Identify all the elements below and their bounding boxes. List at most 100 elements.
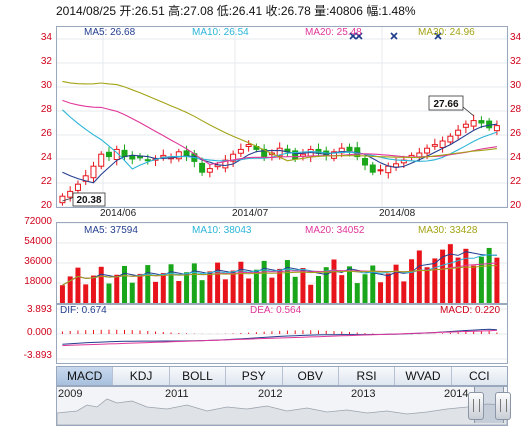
event-marker-icon bbox=[434, 32, 442, 40]
volume-bar-up bbox=[416, 250, 422, 303]
event-marker-icon bbox=[349, 32, 357, 40]
dea-legend: DEA: 0.564 bbox=[250, 305, 302, 316]
volume-bar-up bbox=[90, 275, 96, 303]
price-chart-panel[interactable]: 20.38 27.66 bbox=[56, 26, 508, 208]
candle-down bbox=[129, 155, 136, 160]
candle-down bbox=[121, 149, 128, 158]
volume-bar-up bbox=[75, 267, 81, 303]
candle-down bbox=[144, 159, 151, 162]
price-tick-label: 34 bbox=[510, 32, 522, 43]
candle-up bbox=[245, 144, 252, 148]
price-tick-label: 20 bbox=[510, 200, 522, 211]
volume-bar-up bbox=[114, 274, 120, 303]
tab-boll[interactable]: BOLL bbox=[170, 367, 227, 385]
high-price-pointer bbox=[462, 106, 474, 117]
tab-cci[interactable]: CCI bbox=[468, 369, 490, 383]
volume-bar-up bbox=[455, 257, 461, 303]
tab-wvad[interactable]: WVAD bbox=[395, 367, 452, 385]
volume-tick-label: 36000 bbox=[24, 256, 52, 267]
low-price-annotation: 20.38 bbox=[62, 192, 106, 207]
candle-up bbox=[377, 169, 384, 172]
price-tick-label: 24 bbox=[40, 152, 52, 163]
candle-down bbox=[478, 120, 485, 124]
macd-tick-label: 0.000 bbox=[26, 327, 52, 338]
macd-tick-label: 3.893 bbox=[26, 304, 52, 315]
price-tick-label: 20 bbox=[40, 200, 52, 211]
event-marker-icon bbox=[390, 32, 398, 40]
candle-up bbox=[447, 135, 454, 143]
price-tick-label: 22 bbox=[510, 176, 522, 187]
year-label-2012: 2012 bbox=[258, 388, 283, 400]
date-label-jun: 2014/06 bbox=[100, 208, 137, 219]
candle-up bbox=[67, 190, 74, 198]
volume-bar-up bbox=[471, 265, 477, 303]
price-tick-label: 26 bbox=[510, 128, 522, 139]
volume-bar-down bbox=[168, 264, 174, 303]
volume-bar-up bbox=[385, 273, 391, 303]
volume-bar-up bbox=[300, 268, 306, 303]
volume-bar-down bbox=[184, 272, 190, 303]
volume-bar-up bbox=[277, 268, 283, 303]
ma30-line bbox=[62, 80, 497, 162]
candle-up bbox=[276, 147, 283, 157]
volume-bar-down bbox=[478, 256, 484, 303]
volume-bar-down bbox=[370, 265, 376, 303]
price-tick-label: 24 bbox=[510, 152, 522, 163]
volume-bar-down bbox=[323, 267, 329, 303]
volume-bar-down bbox=[191, 263, 197, 303]
volume-bar-down bbox=[129, 282, 135, 303]
tab-obv[interactable]: OBV bbox=[283, 367, 339, 385]
price-tick-label: 22 bbox=[40, 176, 52, 187]
volume-bar-up bbox=[153, 281, 159, 303]
volume-bar-up bbox=[331, 259, 337, 303]
range-handle-left[interactable] bbox=[468, 392, 484, 420]
candle-down bbox=[362, 158, 369, 166]
volume-bar-up bbox=[494, 257, 500, 303]
price-tick-label: 28 bbox=[510, 104, 522, 115]
volume-tick-label: 18000 bbox=[24, 276, 52, 287]
volume-ma5-line bbox=[62, 251, 497, 286]
volume-bar-down bbox=[253, 269, 259, 303]
volume-bar-up bbox=[409, 259, 415, 303]
tab-psy[interactable]: PSY bbox=[226, 367, 283, 385]
volume-bar-up bbox=[98, 266, 104, 303]
volume-bar-down bbox=[362, 274, 368, 303]
candle-down bbox=[199, 162, 206, 173]
high-price-box bbox=[428, 95, 464, 111]
year-label-2009: 2009 bbox=[58, 388, 83, 400]
candle-up bbox=[493, 125, 500, 132]
candle-up bbox=[431, 144, 438, 147]
volume-bar-up bbox=[160, 273, 166, 303]
volume-bar-up bbox=[339, 275, 345, 303]
volume-bar-up bbox=[238, 261, 244, 303]
price-tick-label: 30 bbox=[510, 80, 522, 91]
volume-bar-up bbox=[463, 248, 469, 303]
tab-rsi[interactable]: RSI bbox=[339, 367, 396, 385]
ma10-legend: MA10: 26.54 bbox=[192, 27, 249, 38]
range-navigator[interactable] bbox=[56, 386, 508, 426]
volume-chart bbox=[57, 222, 507, 303]
price-tick-label: 28 bbox=[40, 104, 52, 115]
volume-bar-up bbox=[246, 278, 252, 303]
volume-bar-up bbox=[176, 281, 182, 303]
macd-legend: MACD: 0.220 bbox=[440, 305, 501, 316]
volume-bar-down bbox=[145, 265, 151, 303]
candle-up bbox=[230, 153, 237, 162]
volume-chart-panel[interactable] bbox=[56, 222, 508, 304]
volume-bar-up bbox=[447, 244, 453, 303]
volume-bar-up bbox=[207, 271, 213, 303]
candle-down bbox=[346, 146, 353, 152]
volume-bar-up bbox=[378, 282, 384, 303]
candle-up bbox=[237, 148, 244, 154]
indicator-tabs: MACD KDJ BOLL PSY OBV RSI WVAD CCI bbox=[56, 366, 508, 386]
tab-kdj[interactable]: KDJ bbox=[113, 367, 170, 385]
price-tick-label: 26 bbox=[40, 128, 52, 139]
macd-chart bbox=[57, 308, 507, 360]
range-handle-right[interactable] bbox=[495, 392, 511, 420]
candle-down bbox=[105, 151, 112, 158]
price-chart: 20.38 27.66 bbox=[57, 27, 507, 208]
candle-up bbox=[385, 165, 392, 174]
macd-chart-panel[interactable] bbox=[56, 304, 508, 364]
volume-bar-down bbox=[315, 275, 321, 303]
tab-macd[interactable]: MACD bbox=[57, 367, 114, 385]
